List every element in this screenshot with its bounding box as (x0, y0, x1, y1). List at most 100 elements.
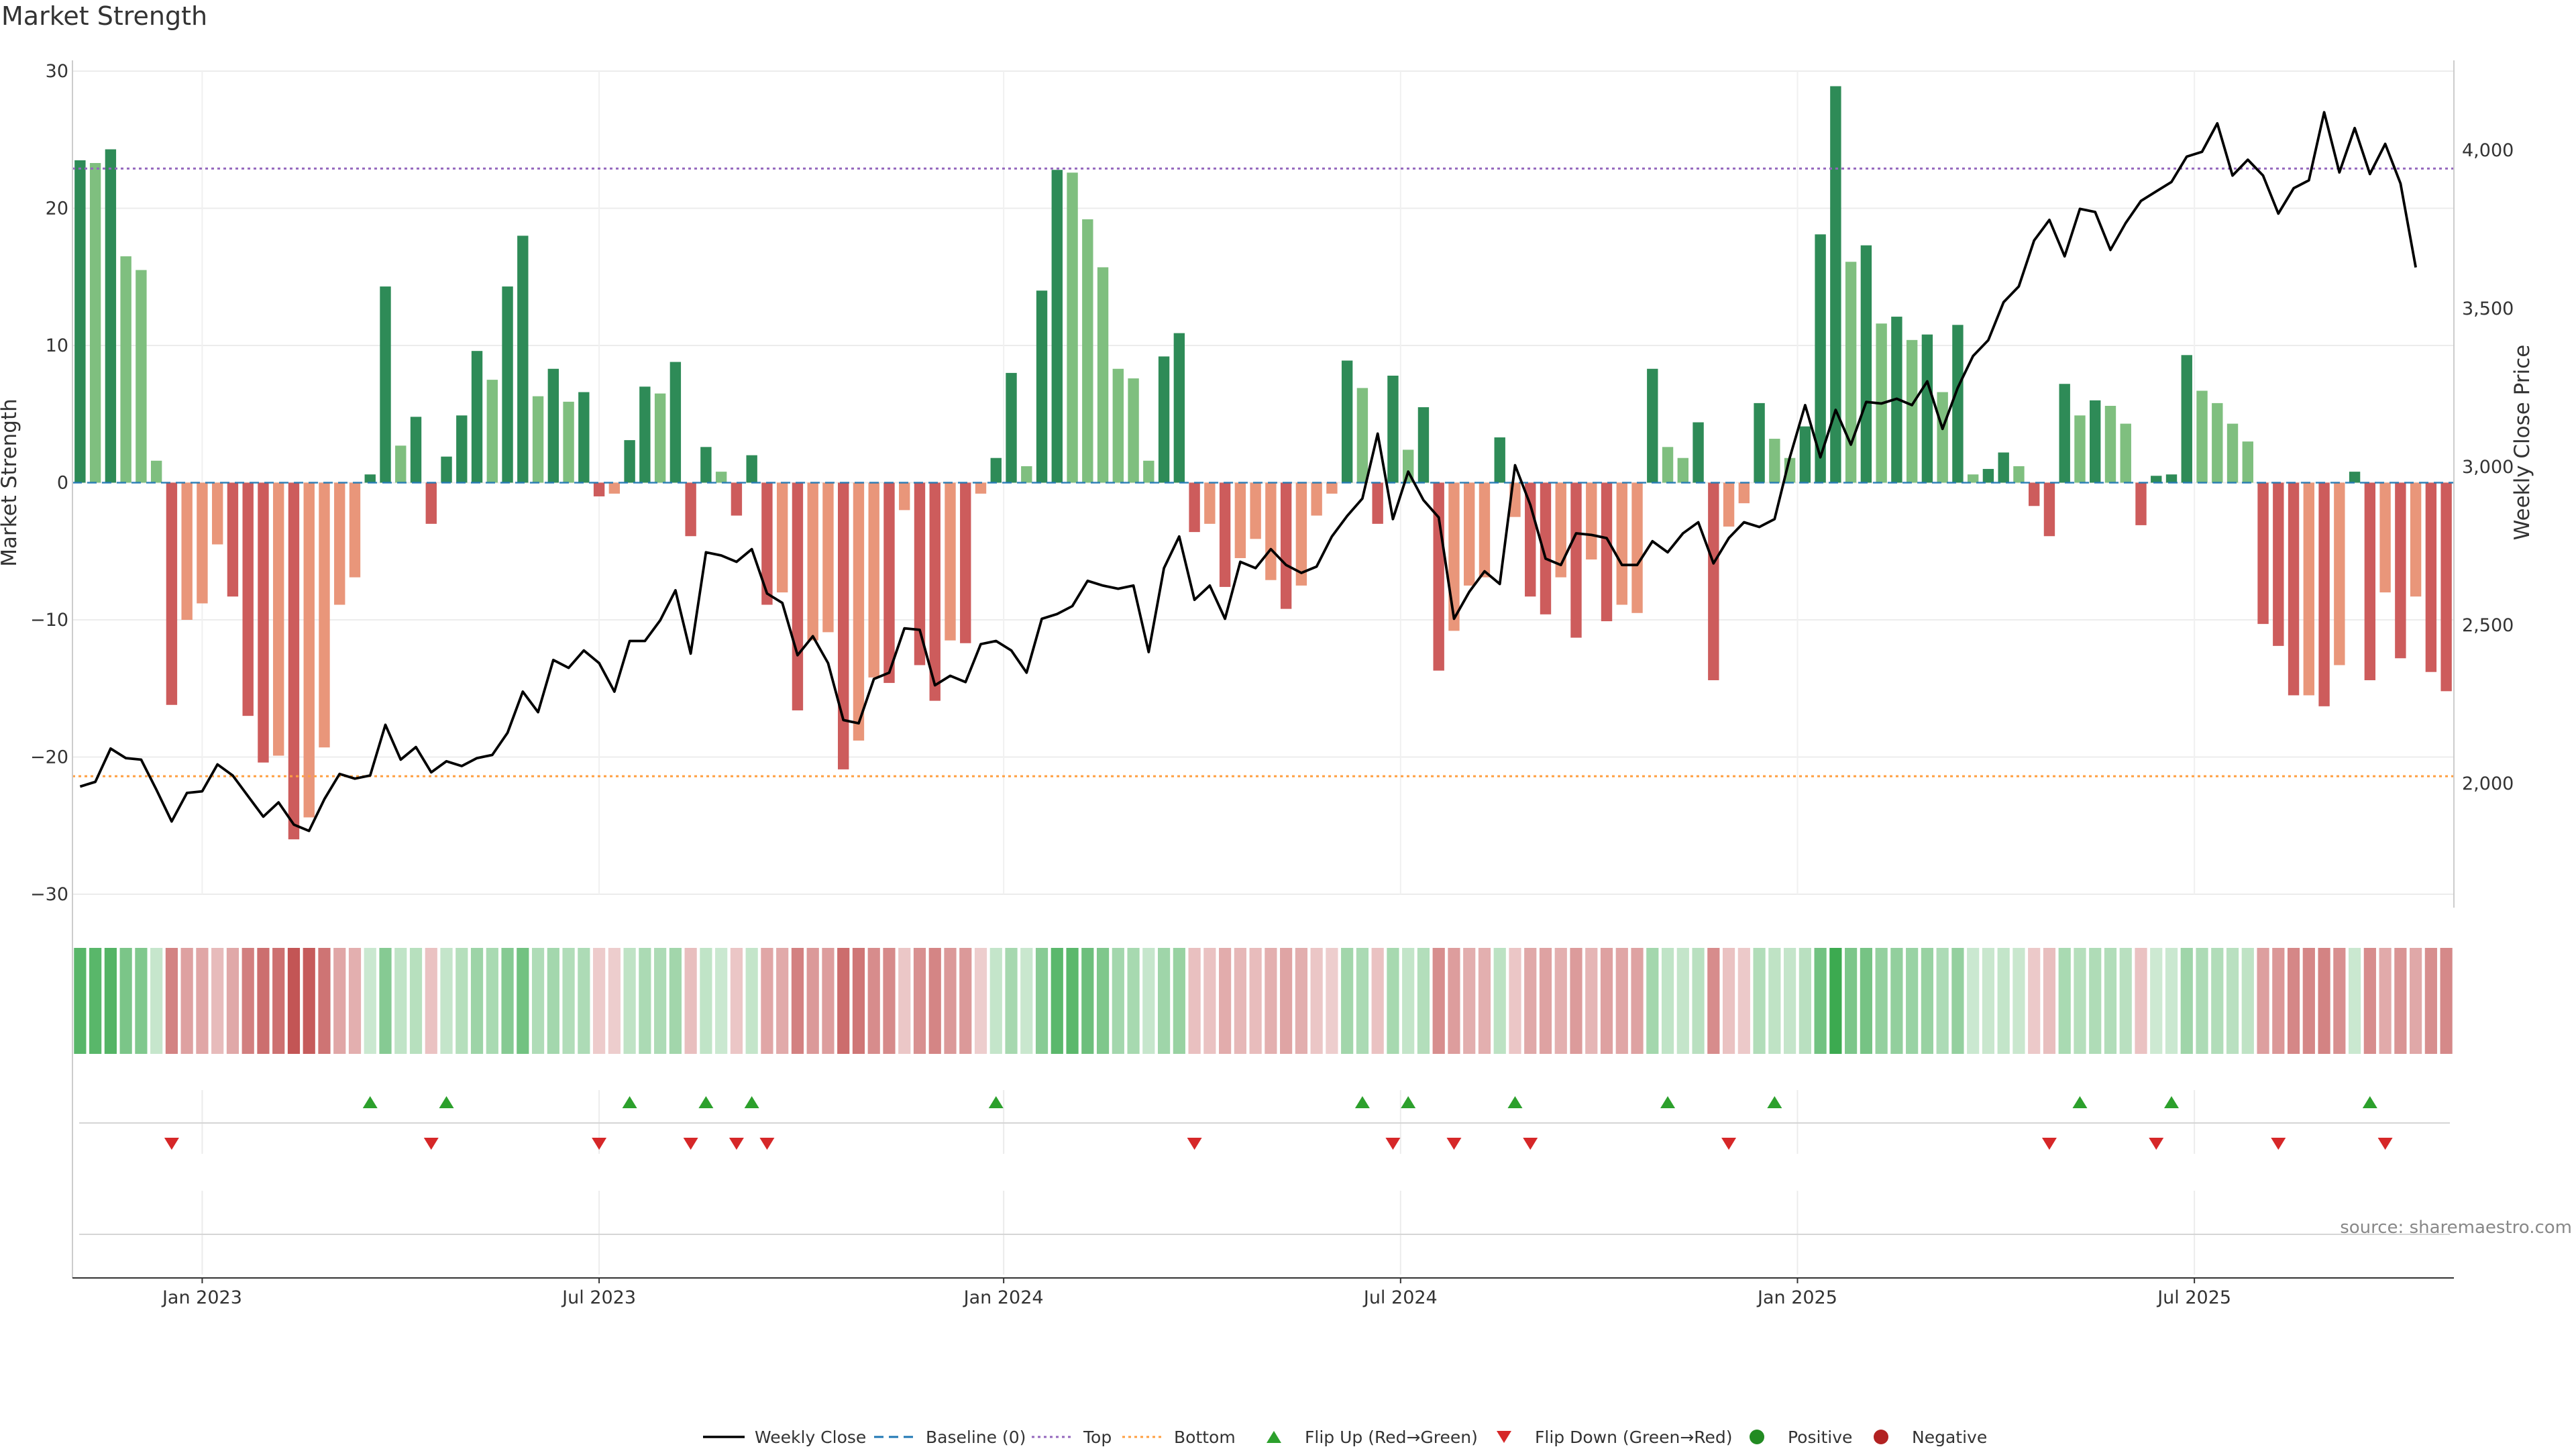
legend-label-baseline: Baseline (0) (926, 1428, 1026, 1447)
heat-cell (2272, 948, 2285, 1054)
heat-cell (761, 948, 773, 1054)
strength-bar (211, 482, 223, 545)
y-left-tick-label: 30 (46, 61, 68, 82)
strength-bar (853, 482, 865, 741)
heat-cell (2211, 948, 2224, 1054)
strength-bar (1769, 439, 1780, 483)
heat-cell (1326, 948, 1338, 1054)
flip-down-marker (729, 1138, 744, 1150)
strength-bar (1341, 360, 1353, 483)
strength-bar (1967, 474, 1979, 483)
heat-cell (1906, 948, 1919, 1054)
flip-up-marker (622, 1096, 637, 1108)
y-right-tick-label: 3,500 (2462, 299, 2514, 319)
strength-bar (731, 482, 743, 516)
heat-cell (1066, 948, 1079, 1054)
heat-cell (989, 948, 1002, 1054)
flip-down-marker (759, 1138, 775, 1150)
strength-bar (1128, 378, 1139, 483)
strength-bar (2410, 482, 2422, 597)
legend-swatch-positive (1750, 1430, 1764, 1444)
heat-cell (1768, 948, 1781, 1054)
heat-cell (1997, 948, 2010, 1054)
heat-cell (1432, 948, 1445, 1054)
heat-cell (470, 948, 484, 1054)
flip-up-marker (698, 1096, 714, 1108)
strength-bar (2226, 423, 2239, 483)
strength-bar (1647, 368, 1658, 483)
heat-cell (578, 948, 590, 1054)
strength-bar (273, 482, 284, 756)
strength-bar (120, 256, 131, 483)
heat-cell (2410, 948, 2422, 1054)
strength-bar (822, 482, 834, 633)
flip-down-marker (164, 1138, 179, 1150)
x-tick-label: Jul 2023 (561, 1287, 636, 1308)
heat-cell (150, 948, 163, 1054)
heat-cell (1081, 948, 1094, 1054)
heat-cell (2287, 948, 2300, 1054)
heat-cell (104, 948, 117, 1054)
heat-cell (608, 948, 621, 1054)
heat-cell (1722, 948, 1735, 1054)
heat-cell (852, 948, 865, 1054)
strength-bar (1219, 482, 1231, 587)
strength-bar (1998, 452, 2009, 483)
strength-bar (639, 386, 651, 483)
flip-up-marker (744, 1096, 759, 1108)
heat-cell (2089, 948, 2102, 1054)
heat-cell (791, 948, 804, 1054)
strength-bar (1601, 482, 1613, 622)
strength-bar (181, 482, 193, 620)
weekly-close-line (79, 111, 2417, 833)
heat-cell (1020, 948, 1033, 1054)
strength-bar (1631, 482, 1643, 613)
strength-bar (1677, 458, 1688, 483)
legend-label-top: Top (1083, 1428, 1112, 1447)
strength-bar (2242, 441, 2253, 483)
strength-bar (410, 417, 422, 483)
strength-bar (2364, 482, 2376, 680)
heat-cell (730, 948, 743, 1054)
heat-cell (2379, 948, 2392, 1054)
heat-cell (1035, 948, 1049, 1054)
heat-cell (2302, 948, 2315, 1054)
heat-cell (2150, 948, 2163, 1054)
grid-layer (72, 70, 2454, 1275)
heat-cell (1219, 948, 1232, 1054)
strength-bar (89, 163, 101, 483)
heat-cell (318, 948, 331, 1054)
heat-cell (1539, 948, 1552, 1054)
heat-cell (2043, 948, 2056, 1054)
strength-bar (960, 482, 971, 643)
heat-cell (2318, 948, 2330, 1054)
heat-cell (211, 948, 224, 1054)
heat-cell (1173, 948, 1185, 1054)
legend-label-flip-up: Flip Up (Red→Green) (1305, 1428, 1478, 1447)
heat-cell (2028, 948, 2041, 1054)
strength-bar (761, 482, 773, 605)
heat-cell (1265, 948, 1277, 1054)
strength-bar (654, 393, 666, 483)
heat-cell (2241, 948, 2254, 1054)
heat-cell (74, 948, 87, 1054)
x-tick-label: Jan 2025 (1756, 1287, 1837, 1308)
strength-bar (2013, 466, 2025, 483)
heat-cell (1982, 948, 1995, 1054)
strength-bar (1815, 234, 1826, 483)
strength-bar (1021, 466, 1032, 483)
heat-cell (1890, 948, 1903, 1054)
heat-cell (1661, 948, 1674, 1054)
heat-cell (1875, 948, 1888, 1054)
flip-down-marker (2377, 1138, 2393, 1150)
strength-bar (227, 482, 239, 597)
strength-bar (1570, 482, 1582, 638)
strength-bar (1662, 447, 1674, 483)
strength-bar (502, 286, 513, 483)
heat-cell (165, 948, 178, 1054)
strength-bar (2059, 384, 2070, 483)
strength-bar (1097, 267, 1109, 483)
strength-bar (74, 160, 86, 483)
heat-cell (1524, 948, 1537, 1054)
